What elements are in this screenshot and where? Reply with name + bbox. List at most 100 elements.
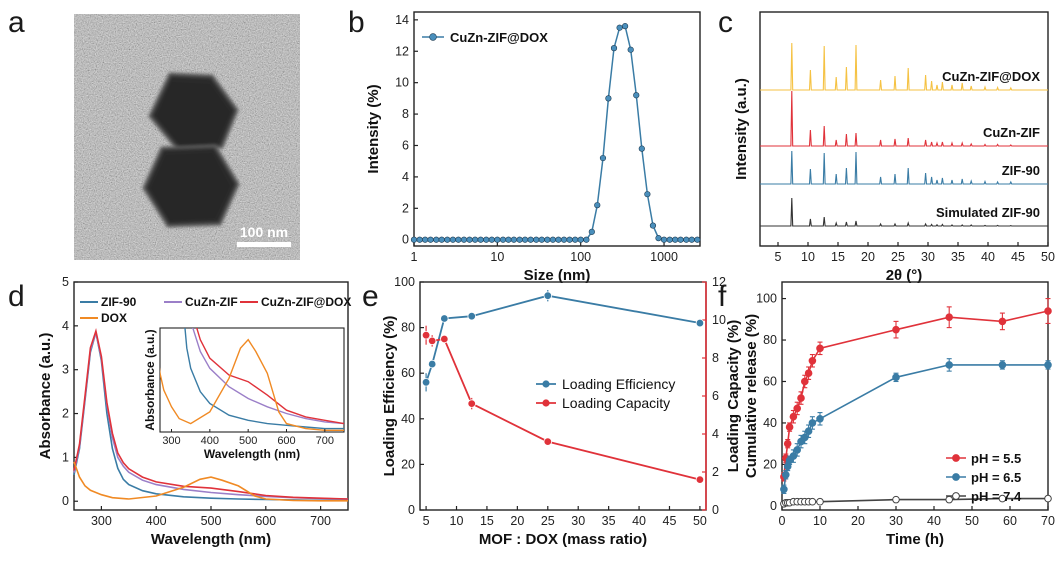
inset-x-axis-label: Wavelength (nm)	[204, 447, 300, 461]
data-point	[793, 404, 802, 413]
data-point	[1044, 307, 1052, 315]
data-point	[594, 202, 601, 209]
data-point	[510, 236, 518, 243]
y-tick-label: 5	[62, 275, 69, 289]
data-point	[660, 236, 668, 243]
series-label: Simulated ZIF-90	[936, 205, 1040, 220]
inset-spectrum-cuzn-zif	[192, 328, 344, 425]
spectrum-dox	[73, 461, 348, 502]
series-label: CuZn-ZIF	[983, 125, 1040, 140]
data-point	[622, 23, 629, 30]
data-point	[472, 236, 479, 243]
plot-frame	[781, 281, 1049, 511]
scale-bar	[237, 242, 291, 247]
legend-label: pH = 6.5	[971, 470, 1021, 485]
data-point	[588, 228, 595, 235]
inset-plot	[160, 328, 344, 431]
data-point	[499, 236, 507, 243]
data-point	[808, 497, 817, 506]
y-tick-label: 6	[712, 389, 719, 403]
data-point	[804, 369, 813, 378]
legend-marker	[952, 492, 960, 500]
panel-label-a: a	[8, 6, 25, 39]
y-axis-label: Intensity (%)	[365, 84, 382, 173]
data-point	[483, 236, 490, 243]
y-axis-label: Absorbance (a.u.)	[37, 333, 54, 460]
x-axis-label: Size (nm)	[524, 267, 591, 284]
data-point	[605, 95, 612, 102]
x-tick-label: 600	[255, 514, 276, 528]
data-point	[816, 415, 824, 423]
legend-label: CuZn-ZIF@DOX	[450, 30, 548, 45]
panel-label-f: f	[718, 280, 727, 313]
y-tick-label: 12	[712, 275, 726, 289]
x-tick-label: 20	[510, 514, 524, 528]
data-point	[666, 236, 673, 243]
panel-a-tem-image: 100 nm	[74, 14, 300, 260]
data-point	[816, 497, 824, 506]
x-tick-label: 5	[423, 514, 430, 528]
data-point	[633, 92, 640, 99]
panel-f-release-chart: 0 10 20 30 40 50 60 70 0 20 40 60 80 100 pH = 5.5 pH = …	[725, 281, 1055, 548]
data-point	[998, 361, 1007, 369]
y-tick-label: 4	[402, 170, 409, 184]
y-tick-label: 2	[402, 201, 409, 215]
inset-x-tick-label: 600	[277, 435, 295, 447]
data-point	[427, 236, 434, 243]
series-line-cuzn-zif-dox	[414, 25, 698, 241]
x-tick-label: 300	[91, 514, 112, 528]
y-tick-label: 40	[763, 416, 777, 430]
plot-frame	[413, 11, 701, 247]
legend-label: ZIF-90	[101, 295, 137, 309]
x-tick-label: 40	[981, 250, 995, 264]
inset-frame	[159, 327, 345, 433]
data-point	[998, 317, 1007, 326]
data-point	[677, 236, 684, 243]
panel-label-d: d	[8, 280, 25, 313]
x-tick-label: 1	[411, 250, 418, 264]
x-tick-label: 5	[775, 250, 782, 264]
data-point	[808, 356, 817, 365]
y-tick-label: 20	[401, 457, 415, 471]
data-point	[695, 475, 705, 484]
data-point	[433, 236, 440, 243]
data-point	[785, 423, 794, 431]
y-tick-label: 3	[62, 363, 69, 377]
data-point	[783, 439, 792, 448]
data-point	[566, 236, 573, 243]
data-point	[638, 145, 645, 152]
panel-b-dls-chart: 1 10 100 1000 0 2 4 6 8 10 12 14 CuZn-ZIF@DOX Size (n…	[365, 11, 701, 284]
data-point	[797, 394, 805, 402]
data-point	[780, 485, 788, 494]
x-tick-label: 10	[813, 514, 827, 528]
x-tick-label: 15	[831, 250, 845, 264]
x-tick-label: 10	[450, 514, 464, 528]
xrd-pattern-simulated-zif-90	[760, 197, 1048, 227]
data-point	[467, 399, 476, 408]
data-point	[467, 312, 476, 321]
x-tick-label: 30	[571, 514, 585, 528]
data-point	[599, 154, 607, 162]
series-line-loading-efficiency	[425, 294, 701, 383]
legend-marker	[952, 454, 960, 462]
data-point	[808, 419, 817, 427]
x-tick-label: 45	[663, 514, 677, 528]
x-tick-label: 35	[602, 514, 616, 528]
data-point	[1044, 361, 1052, 369]
x-tick-label: 20	[851, 514, 865, 528]
y-tick-label: 14	[395, 13, 409, 27]
series-label: ZIF-90	[1002, 163, 1040, 178]
y-tick-label: 0	[402, 233, 409, 247]
data-point	[945, 361, 954, 369]
y-tick-label: 6	[402, 138, 409, 152]
data-point	[627, 46, 634, 53]
data-point	[466, 236, 473, 243]
inset-x-tick-label: 400	[201, 435, 219, 447]
data-point	[672, 236, 679, 243]
y-tick-label: 100	[756, 292, 777, 306]
xrd-pattern-zif-90	[760, 150, 1048, 185]
data-point	[892, 373, 900, 382]
x-tick-label: 10	[801, 250, 815, 264]
y-tick-label: 80	[401, 321, 415, 335]
data-point	[538, 236, 545, 243]
